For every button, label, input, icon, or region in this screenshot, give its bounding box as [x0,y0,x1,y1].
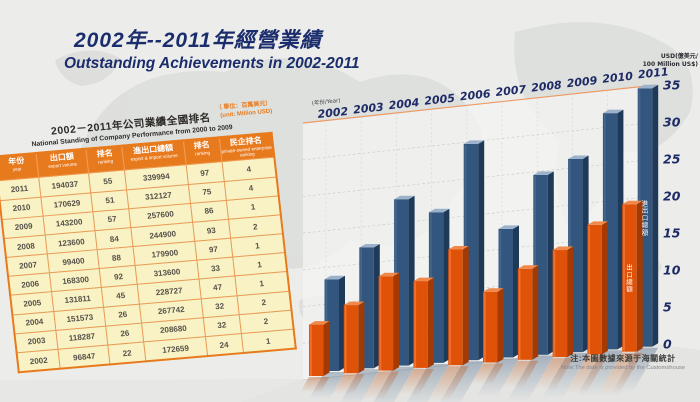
title-zh: 2002年--2011年經營業績 [74,29,322,52]
performance-table: 年份 year 出口額 export volume 排名 ranking 進出口總額 expo… [0,131,297,374]
year-label-2008: 2008 [531,78,563,94]
table-cell: 96847 [58,345,111,369]
source-note: 注:本圖數據來源于海關統計 Note:The date is provided … [548,353,698,371]
page-title: 2002年--2011年經營業績 Outstanding Achievement… [64,24,359,73]
reflection-total-2003 [338,369,380,402]
table-cell: 24 [204,333,244,357]
reflection-total-2004 [367,366,415,402]
y-axis-title-line1: USD(億美元/ [661,52,699,60]
y-tick-35: 35 [663,78,681,93]
table-cell: 1 [240,329,296,354]
bar-export-2002 [309,321,330,376]
year-label-2004: 2004 [388,96,420,112]
bar-export-2011 [622,200,643,352]
reflection-export-2008 [502,360,539,389]
reflection-total-2005 [402,363,450,402]
reflection-export-2005 [398,368,434,395]
bar-export-2006 [448,245,469,366]
year-label-2009: 2009 [566,74,598,90]
y-tick-15: 15 [663,226,681,241]
y-tick-10: 10 [663,263,681,278]
reflection-export-2009 [534,358,574,391]
reflection-total-2007 [476,358,519,398]
bar-export-2007 [483,288,504,363]
table-cell: 2002 [16,349,61,373]
year-label-2007: 2007 [495,83,527,99]
y-tick-30: 30 [663,115,681,130]
bar-series-label: 出口總額 [626,263,633,294]
column-header-ranking: 排名 ranking [86,145,125,174]
bar-export-2009 [552,246,574,358]
year-label-2010: 2010 [602,70,634,86]
table-floor [0,379,302,402]
bar-export-2008 [517,265,539,360]
y-axis-title-line2: 100 Million US$) [643,61,699,68]
reflection-export-2006 [428,366,469,401]
gridline-30 [302,121,657,161]
reflection-export-2007 [470,363,504,385]
title-en: Outstanding Achievements in 2002-2011 [64,55,360,72]
year-label-2006: 2006 [459,87,491,103]
bar-export-2010 [587,221,608,355]
column-header-year: 年份 year [0,152,39,182]
bar-export-2003 [343,301,365,374]
reflection-export-2010 [564,355,608,395]
bar-export-2004 [378,272,400,371]
year-label-2002: 2002 [317,105,349,121]
bar-export-2005 [413,277,434,368]
year-label-2005: 2005 [424,92,456,108]
reflection-total-2008 [506,355,554,402]
reflection-export-2011 [596,352,643,397]
reflection-total-2002 [308,372,345,400]
gridline-35 [302,84,657,124]
column-header-ranking: 排名 ranking [182,137,222,166]
year-label-2003: 2003 [353,100,385,116]
bar-series-label: 進出口總額 [642,199,649,237]
table-body: 2011 194037 55 339994 97 4 2010 170629 51 312127 7… [0,157,296,373]
performance-table-panel: （ 單位：百萬美元） (unit: Million USD) 2002－2011… [0,101,297,374]
reflection-export-2003 [331,374,365,395]
reflection-export-2004 [362,371,400,400]
year-label-2011: 2011 [637,65,669,81]
source-note-en: Note:The date is provided by the Customs… [560,365,686,371]
table-cell: 22 [108,341,147,365]
table-cell: 172659 [144,336,208,362]
y-tick-5: 5 [663,300,672,315]
y-tick-20: 20 [663,189,681,204]
reflection-export-2002 [300,377,330,393]
source-note-zh: 注:本圖數據來源于海關統計 [570,354,676,363]
y-tick-25: 25 [663,152,681,167]
x-axis-label: (年份/Year) [311,96,340,107]
y-tick-0: 0 [663,337,672,352]
